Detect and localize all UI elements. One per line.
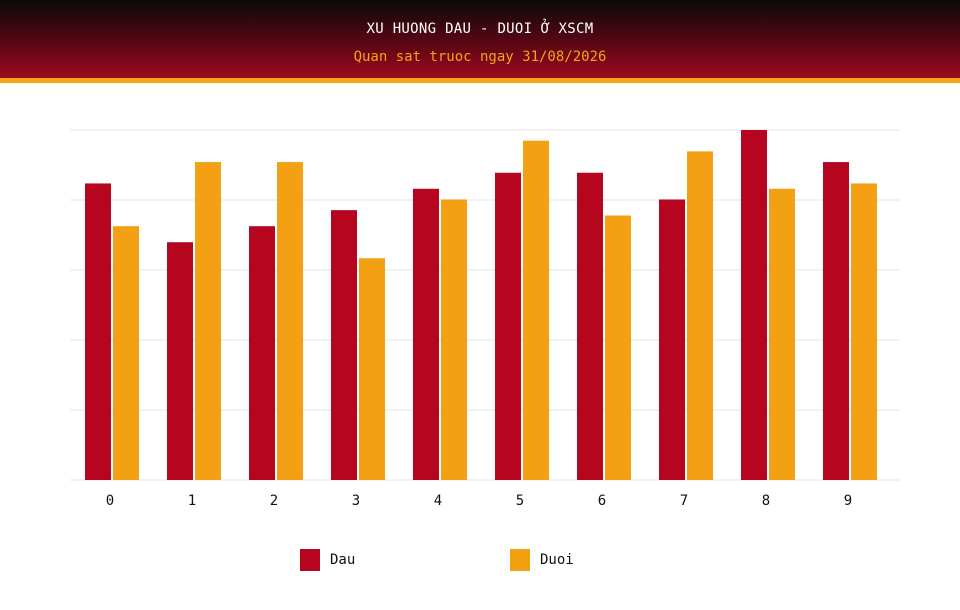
legend-item-dau[interactable]: Dau — [300, 549, 355, 571]
legend-label-duoi: Duoi — [540, 552, 574, 568]
bar-dau-0[interactable] — [85, 183, 111, 480]
legend: Dau Duoi — [0, 549, 960, 573]
x-tick-label: 1 — [188, 493, 196, 509]
bar-duoi-8[interactable] — [769, 188, 795, 480]
legend-item-duoi[interactable]: Duoi — [510, 549, 574, 571]
bar-duoi-7[interactable] — [687, 151, 713, 480]
bar-chart: 0 1 2 3 4 5 6 7 8 9 — [70, 129, 900, 509]
bar-duoi-4[interactable] — [441, 199, 467, 481]
bar-dau-3[interactable] — [331, 210, 357, 480]
legend-swatch-duoi — [510, 549, 530, 571]
bar-dau-1[interactable] — [167, 242, 193, 480]
x-tick-label: 4 — [434, 493, 442, 509]
chart-subtitle: Quan sat truoc ngay 31/08/2026 — [353, 49, 607, 65]
bar-duoi-2[interactable] — [277, 162, 303, 480]
legend-swatch-dau — [300, 549, 320, 571]
chart-title: XU HUONG DAU - DUOI Ở XSCM — [366, 21, 594, 37]
bar-dau-6[interactable] — [577, 172, 603, 480]
bars — [85, 130, 877, 481]
bar-duoi-3[interactable] — [359, 258, 385, 480]
bar-dau-5[interactable] — [495, 172, 521, 480]
x-tick-label: 8 — [762, 493, 770, 509]
x-tick-label: 7 — [680, 493, 688, 509]
x-tick-label: 6 — [598, 493, 606, 509]
bar-dau-8[interactable] — [741, 130, 767, 480]
x-tick-label: 9 — [844, 493, 852, 509]
x-tick-label: 3 — [352, 493, 360, 509]
bar-duoi-5[interactable] — [523, 140, 549, 481]
legend-label-dau: Dau — [330, 552, 356, 568]
bar-duoi-6[interactable] — [605, 215, 631, 480]
x-tick-label: 2 — [270, 493, 278, 509]
bar-dau-2[interactable] — [249, 226, 275, 480]
x-tick-label: 0 — [106, 493, 114, 509]
bar-dau-4[interactable] — [413, 188, 439, 480]
bar-dau-9[interactable] — [823, 162, 849, 480]
chart-header: XU HUONG DAU - DUOI Ở XSCM Quan sat truo… — [0, 0, 960, 83]
bar-duoi-9[interactable] — [851, 183, 877, 480]
x-axis-ticks: 0 1 2 3 4 5 6 7 8 9 — [106, 493, 852, 509]
bar-duoi-0[interactable] — [113, 226, 139, 480]
bar-dau-7[interactable] — [659, 199, 685, 481]
x-tick-label: 5 — [516, 493, 524, 509]
bar-duoi-1[interactable] — [195, 162, 221, 480]
